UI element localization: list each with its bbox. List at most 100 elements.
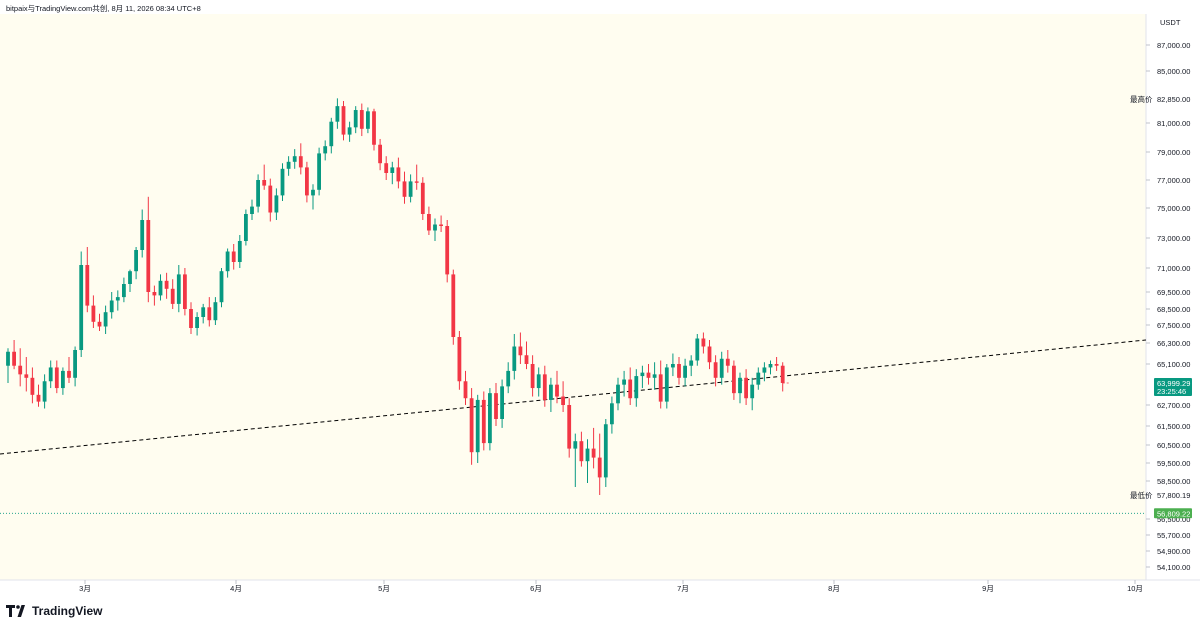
candle-body <box>183 274 187 309</box>
candle-body <box>262 180 267 186</box>
candle-body <box>134 250 138 272</box>
candle-body <box>427 214 431 231</box>
price-tick-label: 55,700.00 <box>1157 531 1190 540</box>
last-price-countdown: 23:25:46 <box>1157 387 1186 396</box>
tradingview-brand[interactable]: TradingView <box>6 604 102 618</box>
candle-body <box>732 365 736 394</box>
high-price-marker-value: 82,850.00 <box>1157 95 1190 104</box>
candle-body <box>475 399 480 453</box>
price-tick-label: 77,000.00 <box>1157 176 1190 185</box>
candle-body <box>756 372 761 385</box>
candle-body <box>353 110 358 128</box>
candle-body <box>256 180 260 207</box>
candle-body <box>640 372 645 377</box>
candle-body <box>658 374 663 402</box>
candle-body <box>122 284 126 298</box>
candle-body <box>512 346 517 371</box>
price-tick-label: 60,500.00 <box>1157 441 1190 450</box>
support-price-marker-box <box>1154 508 1192 519</box>
candle-body <box>744 377 748 399</box>
price-tick-label: 59,500.00 <box>1157 459 1190 468</box>
candle-body <box>335 106 340 122</box>
candle-body <box>561 396 565 405</box>
price-tick-label: 81,000.00 <box>1157 119 1190 128</box>
candle-body <box>420 182 425 214</box>
candle-body <box>664 367 669 402</box>
high-price-marker-box <box>1154 94 1192 104</box>
candle-body <box>390 167 395 173</box>
candle-body <box>170 288 175 304</box>
currency-label: USDT <box>1160 18 1181 27</box>
candle-body <box>524 355 529 364</box>
time-tick-label: 8月 <box>828 584 840 593</box>
high-price-label: 最高价 <box>1130 94 1153 104</box>
tradingview-logo-text: TradingView <box>32 604 103 618</box>
last-price-badge-box <box>1154 377 1192 396</box>
candle-body <box>463 381 468 399</box>
candle-body <box>585 448 590 462</box>
candle-body <box>750 384 755 399</box>
candle-body <box>311 189 315 196</box>
candle-body <box>359 110 364 129</box>
candle-body <box>347 127 352 135</box>
time-tick-label: 3月 <box>79 584 91 593</box>
candle-body <box>6 351 10 366</box>
plot-background <box>0 14 1146 580</box>
price-tick-label: 61,500.00 <box>1157 422 1190 431</box>
candle-body <box>225 251 230 272</box>
price-tick-label: 69,500.00 <box>1157 288 1190 297</box>
candle-body <box>97 321 102 327</box>
candle-body <box>683 365 687 378</box>
candle-body <box>366 111 370 129</box>
candle-body <box>701 338 706 347</box>
candle-body <box>689 360 694 366</box>
candle-body <box>567 405 572 449</box>
support-price-marker: 56,809.22 <box>1154 508 1192 519</box>
candle-body <box>555 384 559 397</box>
price-tick-label: 58,500.00 <box>1157 477 1190 486</box>
candle-body <box>725 358 730 366</box>
price-tick-label: 66,300.00 <box>1157 339 1190 348</box>
price-tick-label: 71,000.00 <box>1157 264 1190 273</box>
price-tick-label: 54,900.00 <box>1157 547 1190 556</box>
candle-body <box>414 181 419 183</box>
candle-body <box>54 367 59 389</box>
candle-body <box>152 292 157 296</box>
candle-body <box>439 224 443 226</box>
candle-body <box>158 280 163 296</box>
candle-body <box>213 302 218 321</box>
candle-body <box>268 185 273 213</box>
candle-body <box>103 312 108 327</box>
candle-body <box>292 156 297 162</box>
price-tick-label: 65,100.00 <box>1157 360 1190 369</box>
candle-body <box>738 377 742 394</box>
candle-body <box>329 121 334 147</box>
candle-body <box>646 372 651 378</box>
candle-body <box>634 376 639 399</box>
candle-body <box>573 441 578 449</box>
low-price-marker-value: 57,800.19 <box>1157 491 1190 500</box>
candle-body <box>610 403 614 425</box>
candle-body <box>30 377 35 395</box>
candle-body <box>445 226 450 275</box>
low-price-marker-box <box>1154 489 1192 500</box>
price-tick-label: 68,500.00 <box>1157 305 1190 314</box>
candles-group <box>6 98 785 495</box>
candle-body <box>24 374 29 378</box>
price-tick-label: 85,000.00 <box>1157 67 1190 76</box>
candle-body <box>201 307 206 317</box>
candle-body <box>12 351 16 366</box>
candle-body <box>384 163 389 173</box>
candle-body <box>298 156 303 168</box>
time-tick-label: 4月 <box>230 584 242 593</box>
candle-body <box>396 167 401 182</box>
high-price-marker: 82,850.00 最高价 <box>1130 94 1192 104</box>
candle-body <box>677 364 681 378</box>
candle-body <box>506 370 511 387</box>
candle-body <box>91 305 96 322</box>
last-price-value: 63,999.29 <box>1157 379 1190 388</box>
candle-body <box>67 370 71 378</box>
candle-body <box>36 394 41 402</box>
candle-body <box>244 214 248 241</box>
